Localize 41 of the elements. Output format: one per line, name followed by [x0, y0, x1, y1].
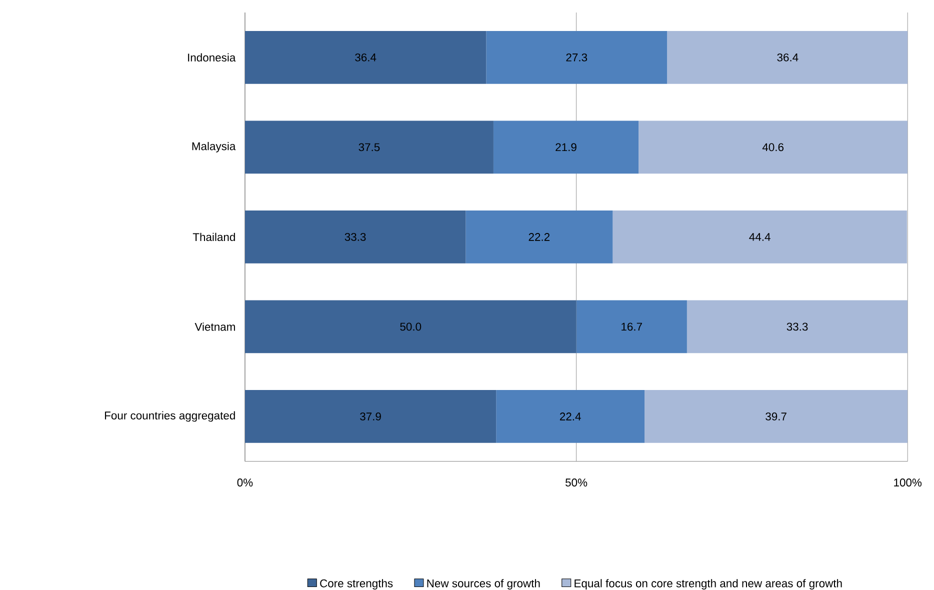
data-label: 40.6 [762, 143, 784, 152]
bar [576, 300, 687, 354]
data-label: 36.4 [355, 53, 376, 62]
y-tick-label: Vietnam [194, 322, 235, 331]
data-label: 22.4 [560, 412, 581, 420]
bar [644, 390, 908, 443]
legend-label: Core strengths [320, 579, 393, 590]
x-tick-label: 0% [237, 478, 253, 486]
data-label: 37.9 [360, 412, 381, 420]
x-tick-label: 100% [894, 478, 922, 486]
data-label: 33.3 [786, 322, 808, 331]
legend-label: New sources of growth [427, 579, 540, 590]
legend-label: Equal focus on core strength and new areas of growth [574, 579, 842, 590]
bar [493, 120, 639, 174]
bar [667, 31, 908, 84]
bar [486, 31, 668, 84]
data-label: 44.4 [749, 233, 770, 241]
bar [612, 210, 907, 264]
data-label: 22.2 [528, 233, 550, 241]
data-label: 21.9 [556, 143, 576, 152]
y-tick-label: Malaysia [192, 142, 236, 152]
data-label: 36.4 [777, 53, 798, 62]
data-label: 39.7 [766, 412, 786, 420]
bar [638, 120, 908, 174]
bar [244, 31, 486, 84]
bar [244, 390, 496, 443]
y-tick-label: Four countries aggregated [104, 411, 235, 422]
y-tick-label: Indonesia [188, 53, 236, 62]
data-label: 50.0 [400, 322, 422, 331]
bar [244, 120, 494, 174]
data-label: 16.7 [622, 322, 642, 331]
x-tick-label: 50% [566, 478, 588, 486]
data-label: 27.3 [566, 53, 588, 62]
bar [496, 390, 645, 443]
bar [244, 300, 576, 354]
bar [686, 300, 908, 354]
y-tick-label: Thailand [192, 232, 235, 242]
bar [466, 210, 613, 264]
data-label: 37.5 [358, 143, 380, 152]
bar [244, 210, 466, 264]
data-label: 33.3 [344, 232, 366, 241]
